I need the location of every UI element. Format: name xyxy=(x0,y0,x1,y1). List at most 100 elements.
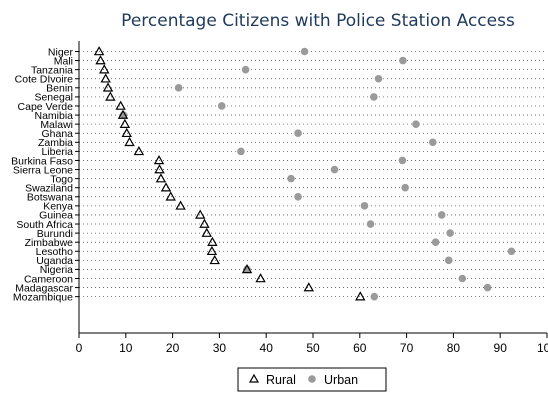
category-label: Guinea xyxy=(39,210,73,222)
x-tick-label: 70 xyxy=(400,341,414,355)
rural-point xyxy=(201,227,212,237)
rural-point xyxy=(241,264,253,274)
rural-point xyxy=(160,182,172,192)
category-label: Botswana xyxy=(27,192,73,204)
x-tick-label: 30 xyxy=(213,341,227,355)
rural-point xyxy=(119,118,131,128)
urban-point xyxy=(429,138,437,147)
rural-point xyxy=(124,136,135,147)
x-tick-label: 80 xyxy=(447,341,461,355)
urban-point xyxy=(431,238,440,246)
x-tick-label: 20 xyxy=(166,341,180,355)
x-tick-label: 90 xyxy=(494,341,508,355)
urban-point xyxy=(287,174,295,183)
category-label: Burundi xyxy=(37,228,73,240)
rural-point xyxy=(355,291,366,301)
x-tick-label: 50 xyxy=(306,341,320,355)
urban-point xyxy=(507,247,516,256)
urban-point xyxy=(398,156,407,165)
urban-point xyxy=(483,283,492,292)
urban-point xyxy=(370,292,379,301)
category-label: Ghana xyxy=(41,128,73,140)
rural-point xyxy=(155,173,167,183)
rural-point xyxy=(117,109,129,119)
urban-point xyxy=(237,147,245,156)
category-label: Niger xyxy=(48,46,74,58)
rural-point xyxy=(153,155,165,165)
category-label: Burkina Faso xyxy=(11,155,73,167)
rural-point xyxy=(105,91,116,101)
category-label: Mali xyxy=(54,55,73,67)
x-tick-label: 60 xyxy=(353,341,367,355)
urban-point xyxy=(294,192,302,201)
urban-point xyxy=(444,256,453,265)
category-label: Senegal xyxy=(34,92,73,104)
rural-point xyxy=(194,209,206,219)
category-label: Mozambique xyxy=(13,291,73,303)
urban-point xyxy=(370,93,378,101)
rural-point xyxy=(207,236,218,246)
urban-point xyxy=(300,47,309,56)
category-label: South Africa xyxy=(16,219,73,231)
urban-point xyxy=(401,183,409,192)
category-label: Cameroon xyxy=(24,273,73,285)
category-label: Uganda xyxy=(36,255,73,267)
urban-point xyxy=(241,65,250,74)
category-label: Liberia xyxy=(41,146,73,158)
urban-point xyxy=(330,165,339,174)
category-label: Malawi xyxy=(40,119,73,131)
data-marks xyxy=(93,46,516,301)
rural-point xyxy=(100,73,111,83)
x-tick-label: 0 xyxy=(76,341,83,355)
rural-point xyxy=(303,282,315,292)
legend-urban-marker xyxy=(308,375,316,383)
rural-point xyxy=(95,55,106,65)
urban-point xyxy=(399,56,407,65)
rural-point xyxy=(154,164,165,174)
urban-point xyxy=(412,120,420,128)
legend: Rural Urban xyxy=(237,367,387,392)
category-label: Cape Verde xyxy=(18,101,74,113)
rural-point xyxy=(209,254,220,265)
x-tick-label: 40 xyxy=(260,341,274,355)
category-label: Lesotho xyxy=(36,246,74,258)
urban-point xyxy=(458,274,467,283)
category-label: Madagascar xyxy=(15,282,73,294)
rural-point xyxy=(165,191,176,201)
category-label: Tanzania xyxy=(31,64,73,76)
category-label: Sierra Leone xyxy=(13,164,73,176)
rural-point xyxy=(199,218,210,228)
rural-point xyxy=(93,46,105,56)
urban-point xyxy=(294,129,302,138)
rural-point xyxy=(255,273,266,283)
x-tick-label: 10 xyxy=(119,341,133,355)
urban-point xyxy=(360,202,369,210)
x-tick-label: 100 xyxy=(537,341,548,355)
category-label: Benin xyxy=(46,83,73,95)
rural-point xyxy=(133,145,145,156)
legend-rural-label: Rural xyxy=(266,373,296,387)
urban-point xyxy=(437,211,446,219)
urban-point xyxy=(174,84,183,92)
chart-title: Percentage Citizens with Police Station … xyxy=(121,11,515,31)
rural-point xyxy=(206,245,218,256)
category-label: Zimbabwe xyxy=(25,237,74,249)
urban-point xyxy=(446,229,454,237)
category-label: Namibia xyxy=(34,110,73,122)
category-label: Togo xyxy=(50,173,73,185)
category-label: Kenya xyxy=(43,201,73,213)
x-axis-ticks: 0 10 20 30 40 50 60 70 80 90 100 xyxy=(76,333,548,355)
rural-point xyxy=(121,127,132,138)
rural-point xyxy=(99,64,110,74)
rural-point xyxy=(175,200,186,210)
category-label: Swaziland xyxy=(25,183,73,195)
rural-point xyxy=(115,100,126,110)
category-label: Zambia xyxy=(38,137,73,149)
legend-urban-label: Urban xyxy=(324,373,358,387)
category-label: Cote DIvoire xyxy=(15,74,74,86)
urban-point xyxy=(217,102,226,110)
urban-point xyxy=(366,220,375,228)
urban-point xyxy=(374,74,383,83)
